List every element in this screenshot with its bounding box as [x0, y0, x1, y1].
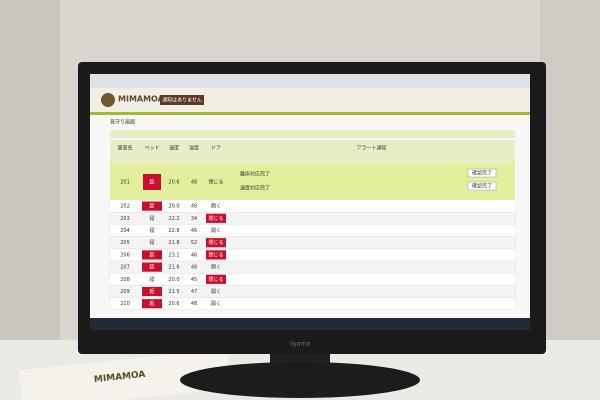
- table-cell: 起: [149, 301, 154, 307]
- table-cell: 寝: [149, 239, 154, 246]
- table-cell: 21.8: [168, 240, 179, 246]
- table-cell: 20.0: [168, 204, 179, 210]
- monitor-brand: iiyama: [290, 341, 310, 348]
- stand-base: [180, 362, 420, 398]
- table-cell: 46: [191, 228, 197, 234]
- alert-cell: 201: [120, 180, 130, 186]
- alert-cell: 48: [191, 180, 197, 186]
- page-title: 見守り画面: [110, 119, 135, 126]
- table-cell: 開く: [211, 228, 221, 234]
- cell-highlight: [142, 201, 162, 211]
- cell-highlight: [142, 250, 162, 260]
- confirm-button-label: 確認完了: [472, 170, 492, 177]
- column-header: 居室名: [117, 145, 132, 152]
- table-cell: 起: [149, 252, 154, 258]
- table-cell: 閉じる: [208, 277, 223, 283]
- column-header: 湿度: [189, 145, 199, 152]
- table-cell: 202: [120, 204, 130, 210]
- pillar: [0, 0, 60, 400]
- pillar: [540, 0, 600, 400]
- cell-highlight: [142, 286, 162, 297]
- alert-row: [110, 164, 515, 200]
- table-cell: 寝: [149, 215, 154, 222]
- confirm-button[interactable]: [467, 168, 497, 178]
- column-header: 温度: [169, 145, 179, 152]
- table-cell: 208: [120, 277, 130, 283]
- table-cell: 開く: [211, 301, 221, 307]
- table-cell: 開く: [211, 289, 221, 295]
- alert-message: 離床対応完了: [240, 171, 270, 178]
- table-cell: 起: [149, 204, 154, 210]
- alert-cell: 20.6: [168, 180, 179, 186]
- taskbar: [90, 318, 530, 330]
- table-cell: 207: [120, 265, 130, 271]
- table-cell: 閉じる: [208, 240, 223, 246]
- cell-highlight: [142, 299, 162, 309]
- bed-active: [143, 174, 161, 190]
- table-cell: 52: [191, 240, 197, 246]
- table-cell: 204: [120, 228, 130, 234]
- notice-tab-label[interactable]: 通知はありません: [162, 97, 202, 104]
- cell-highlight: [206, 238, 226, 248]
- browser-chrome: [90, 74, 530, 88]
- table: 居室名 ベッド 温度 湿度 ドア アラート通知 201 起 20.6 48 閉じる 離床対応完了温度対…: [109, 140, 516, 311]
- alert-cell: 起: [149, 180, 154, 186]
- table-row: [109, 297, 516, 311]
- table-cell: 48: [191, 265, 197, 271]
- cell-highlight: [206, 274, 226, 284]
- accent-bar: [90, 112, 530, 115]
- confirm-button[interactable]: [467, 181, 497, 191]
- table-cell: 47: [191, 289, 197, 295]
- header-row: [110, 140, 515, 164]
- table-cell: 22.2: [168, 216, 179, 222]
- table-cell: 開く: [211, 265, 221, 271]
- table-cell: 起: [149, 265, 154, 271]
- logo-icon: [101, 93, 115, 107]
- column-header: アラート通知: [356, 145, 386, 152]
- alert-cell: 閉じる: [208, 180, 223, 186]
- table-cell: 209: [120, 289, 130, 295]
- brochure: [18, 348, 232, 400]
- table-cell: 203: [120, 216, 130, 222]
- column-header: ベッド: [144, 146, 159, 152]
- table-cell: 閉じる: [208, 252, 223, 258]
- table-cell: 206: [120, 252, 130, 258]
- table-cell: 開く: [211, 204, 221, 210]
- table-cell: 205: [120, 240, 130, 246]
- confirm-button-label: 確認完了: [472, 183, 492, 190]
- column-header: ドア: [211, 146, 221, 152]
- table-cell: 22.8: [168, 228, 179, 234]
- notice-tab: [160, 95, 204, 105]
- table-cell: 20.6: [168, 301, 179, 307]
- filter-bar: [110, 130, 515, 138]
- cell-highlight: [142, 262, 162, 272]
- table-cell: 寝: [149, 276, 154, 283]
- table-cell: 23.1: [168, 252, 179, 258]
- table-cell: 48: [191, 204, 197, 210]
- logo: MIMAMOA: [118, 95, 165, 104]
- table-cell: 寝: [149, 227, 154, 234]
- table-cell: 20.0: [168, 277, 179, 283]
- table-cell: 21.6: [168, 265, 179, 271]
- table-cell: 閉じる: [208, 216, 223, 222]
- table-cell: 45: [191, 277, 197, 283]
- table-cell: 21.5: [168, 289, 179, 295]
- table-cell: 起: [149, 289, 154, 295]
- table-cell: 34: [191, 216, 197, 222]
- table-cell: 210: [120, 301, 130, 307]
- cell-highlight: [206, 213, 226, 223]
- table-cell: 46: [191, 252, 197, 258]
- alert-message: 温度対応完了: [240, 185, 270, 192]
- cell-highlight: [206, 250, 226, 260]
- table-cell: 48: [191, 301, 197, 307]
